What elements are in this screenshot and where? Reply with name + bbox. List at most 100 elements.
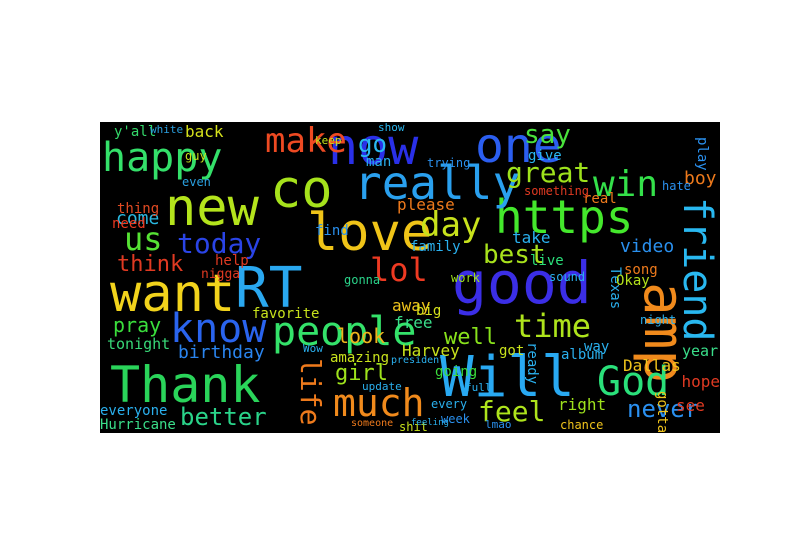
word-every: every [431, 397, 468, 411]
word-time: time [514, 307, 592, 345]
word-everyone: everyone [100, 403, 168, 419]
word-people: people [272, 309, 417, 355]
word-really: really [354, 156, 521, 210]
word-will: Will [440, 345, 575, 410]
word-give: give [528, 148, 562, 164]
word-day: day [420, 205, 482, 245]
word-now: now [328, 122, 419, 176]
word-thing: thing [117, 201, 160, 217]
word-win: win [593, 164, 659, 205]
word-guy: guy [185, 149, 207, 163]
word-hate: hate [662, 179, 691, 193]
word-much: much [333, 381, 425, 425]
word-find: find [315, 223, 349, 239]
word-gotta: gotta [654, 390, 670, 433]
word-never: never [627, 395, 700, 423]
word-want: want [110, 264, 236, 324]
word-way: way [584, 339, 610, 355]
word-rt: RT [235, 256, 303, 321]
word-cloud: now one good Thank want RT love new https Will amp… [100, 122, 720, 433]
word-tonight: tonight [107, 335, 171, 353]
word-boy: boy [684, 168, 717, 189]
word-got: got [499, 343, 525, 359]
word-video: video [620, 236, 675, 257]
word-today: today [177, 227, 262, 260]
word-right: right [558, 395, 607, 414]
word-life: life [294, 358, 327, 426]
word-great: great [506, 156, 591, 189]
word-say: say [524, 122, 571, 150]
word-need: need [112, 216, 146, 232]
word-white: white [150, 123, 184, 136]
word-well: well [444, 325, 497, 350]
word-free: free [394, 313, 433, 332]
word-nigga: nigga [201, 267, 241, 282]
word-trying: trying [427, 156, 471, 170]
word-go: go [358, 130, 387, 158]
word-show: show [378, 122, 405, 134]
word-co: co [270, 160, 333, 220]
word-feel: feel [478, 395, 546, 428]
word-lol: lol [370, 251, 428, 289]
word-wow: Wow [303, 342, 323, 355]
word-please: please [397, 195, 455, 214]
word-full: full [465, 381, 492, 394]
word-amazing: amazing [330, 350, 390, 366]
word-gonna: gonna [344, 273, 381, 287]
word-look: look [337, 324, 386, 348]
word-hope: hope [681, 372, 720, 391]
word-man: man [366, 154, 392, 170]
word-something: something [524, 184, 590, 198]
word-one: one [475, 122, 562, 174]
word-work: work [451, 271, 480, 285]
word-president: president [391, 355, 446, 366]
word-away: away [392, 296, 431, 315]
word-song: song [624, 262, 658, 278]
word-come: come [116, 208, 160, 229]
word-feeling: feeling [411, 418, 449, 428]
word-going: going [435, 364, 478, 380]
word-thank: Thank [110, 356, 261, 414]
word-back: back [185, 122, 224, 141]
word-ready: ready [524, 342, 540, 385]
word-okay: Okay [616, 273, 650, 289]
word-see: see [676, 396, 705, 415]
word-know: know [170, 306, 267, 352]
word-make: make [265, 122, 347, 161]
word-keep: keep [315, 134, 342, 147]
word-update: update [362, 380, 402, 393]
word-pray: pray [113, 313, 162, 337]
word-play: play [694, 137, 710, 171]
word-friend: friend [674, 197, 720, 342]
word-big: big [416, 303, 442, 319]
word-night: night [640, 313, 677, 327]
word-album: album [561, 347, 604, 363]
word-happy: happy [102, 135, 223, 181]
word-god: God [597, 359, 670, 405]
word-sound: sound [549, 270, 586, 284]
word-girl: girl [335, 361, 388, 386]
word-even: even [182, 175, 211, 189]
word-harvey: Harvey [402, 341, 460, 360]
word-shit: shit [399, 420, 428, 433]
word-help: help [215, 253, 249, 269]
word-good: good [452, 249, 592, 317]
word-hurricane: Hurricane [100, 417, 176, 433]
word-real: real [583, 191, 617, 207]
word-think: think [117, 252, 184, 277]
word-best: best [483, 240, 546, 270]
word-love: love [307, 203, 433, 263]
word-family: family [410, 239, 461, 255]
word-lmao: lmao [485, 418, 512, 431]
word-us: us [124, 220, 163, 258]
word-chance: chance [560, 418, 604, 432]
word-favorite: favorite [252, 306, 320, 322]
word-dallas: Dallas [623, 356, 681, 375]
word-better: better [180, 403, 267, 431]
word-https: https [495, 190, 634, 244]
word-new: new [165, 178, 259, 238]
word-take: take [512, 228, 551, 247]
word-year: year [682, 342, 719, 360]
word-someone: someone [351, 418, 394, 429]
word-live: live [530, 253, 564, 269]
